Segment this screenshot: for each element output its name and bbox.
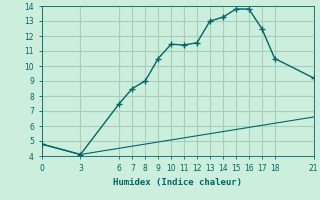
- X-axis label: Humidex (Indice chaleur): Humidex (Indice chaleur): [113, 178, 242, 187]
